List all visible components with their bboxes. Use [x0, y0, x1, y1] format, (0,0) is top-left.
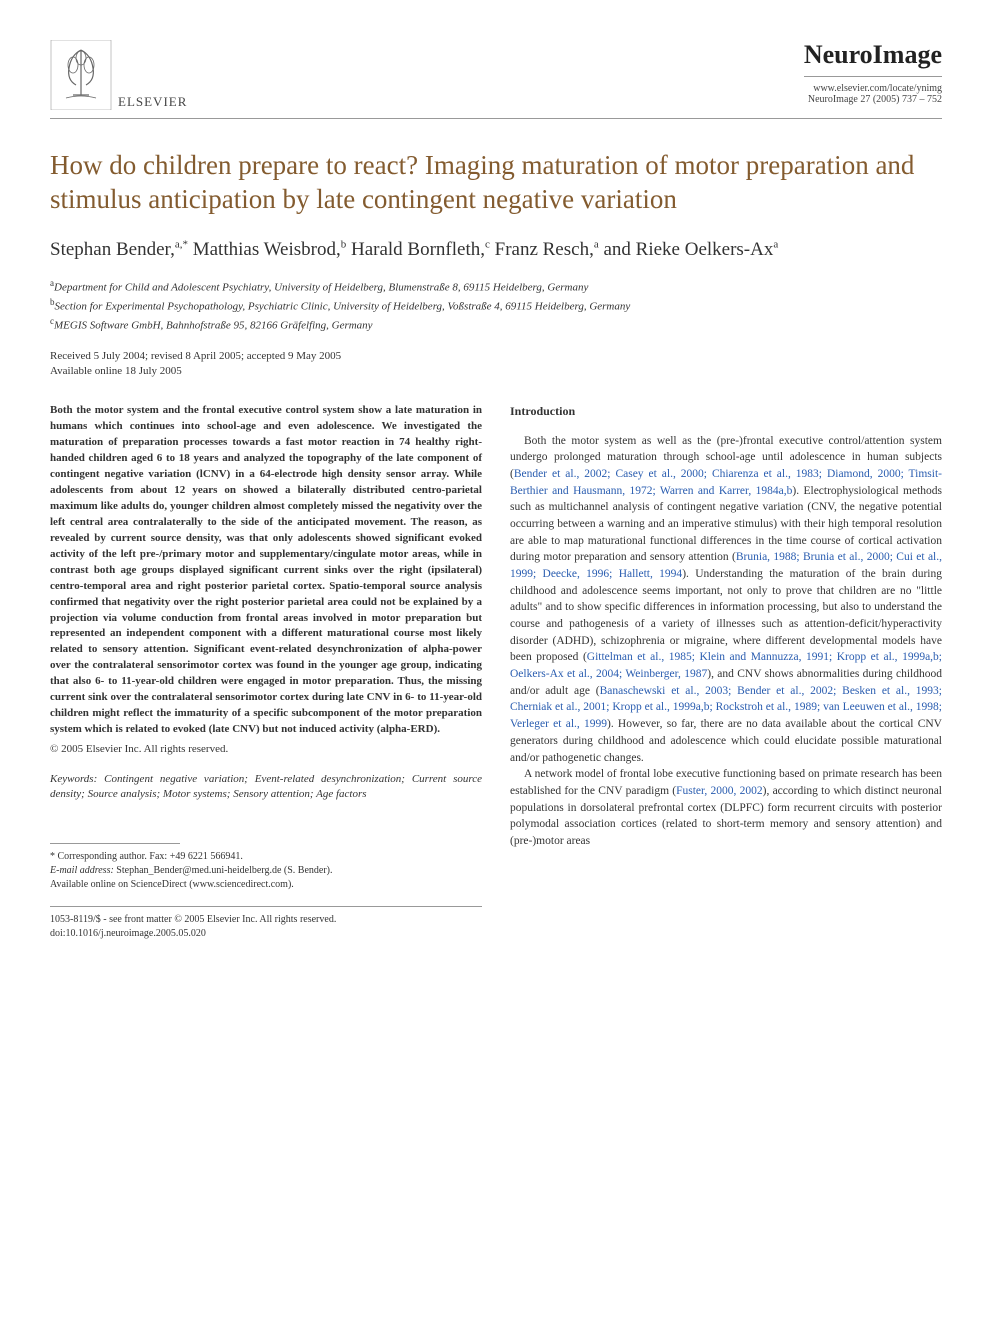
affiliation-line: aDepartment for Child and Adolescent Psy… [50, 277, 942, 296]
imprint-block: 1053-8119/$ - see front matter © 2005 El… [50, 913, 482, 941]
keywords-label: Keywords: [50, 773, 97, 785]
journal-url: www.elsevier.com/locate/ynimg [804, 83, 942, 94]
right-column: Introduction Both the motor system as we… [510, 403, 942, 940]
corresponding-author: * Corresponding author. Fax: +49 6221 56… [50, 850, 482, 892]
journal-block: NeuroImage www.elsevier.com/locate/ynimg… [804, 40, 942, 105]
dates-available: Available online 18 July 2005 [50, 364, 942, 379]
intro-heading: Introduction [510, 403, 942, 420]
imprint-front-matter: 1053-8119/$ - see front matter © 2005 El… [50, 913, 482, 927]
intro-p1-text-c: ). Understanding the maturation of the b… [510, 568, 942, 663]
keywords-text: Contingent negative variation; Event-rel… [50, 773, 482, 800]
email-suffix: (S. Bender). [284, 865, 333, 876]
citation-link[interactable]: Fuster, 2000, 2002 [676, 785, 763, 797]
affiliation-line: bSection for Experimental Psychopatholog… [50, 296, 942, 315]
article-title: How do children prepare to react? Imagin… [50, 149, 942, 217]
email-label: E-mail address: [50, 865, 114, 876]
affiliations: aDepartment for Child and Adolescent Psy… [50, 277, 942, 334]
footnote-rule [50, 843, 180, 844]
journal-citation: NeuroImage 27 (2005) 737 – 752 [804, 94, 942, 105]
journal-name: NeuroImage [804, 40, 942, 77]
abstract-text: Both the motor system and the frontal ex… [50, 403, 482, 738]
page-header: ELSEVIER NeuroImage www.elsevier.com/loc… [50, 40, 942, 119]
article-dates: Received 5 July 2004; revised 8 April 20… [50, 349, 942, 380]
intro-paragraph-2: A network model of frontal lobe executiv… [510, 766, 942, 849]
publisher-name: ELSEVIER [118, 94, 187, 110]
keywords-block: Keywords: Contingent negative variation;… [50, 772, 482, 803]
dates-received: Received 5 July 2004; revised 8 April 20… [50, 349, 942, 364]
elsevier-tree-logo [50, 40, 112, 110]
sciencedirect-note: Available online on ScienceDirect (www.s… [50, 878, 482, 892]
abstract-copyright: © 2005 Elsevier Inc. All rights reserved… [50, 742, 482, 758]
author-list: Stephan Bender,a,* Matthias Weisbrod,b H… [50, 237, 942, 264]
two-column-body: Both the motor system and the frontal ex… [50, 403, 942, 940]
publisher-block: ELSEVIER [50, 40, 187, 110]
imprint-doi: doi:10.1016/j.neuroimage.2005.05.020 [50, 927, 482, 941]
imprint-rule [50, 906, 482, 907]
affiliation-line: cMEGIS Software GmbH, Bahnhofstraße 95, … [50, 315, 942, 334]
intro-paragraph-1: Both the motor system as well as the (pr… [510, 433, 942, 766]
email-address: Stephan_Bender@med.uni-heidelberg.de [116, 865, 281, 876]
corresponding-fax: * Corresponding author. Fax: +49 6221 56… [50, 850, 482, 864]
left-column: Both the motor system and the frontal ex… [50, 403, 482, 940]
corresponding-email-line: E-mail address: Stephan_Bender@med.uni-h… [50, 864, 482, 878]
